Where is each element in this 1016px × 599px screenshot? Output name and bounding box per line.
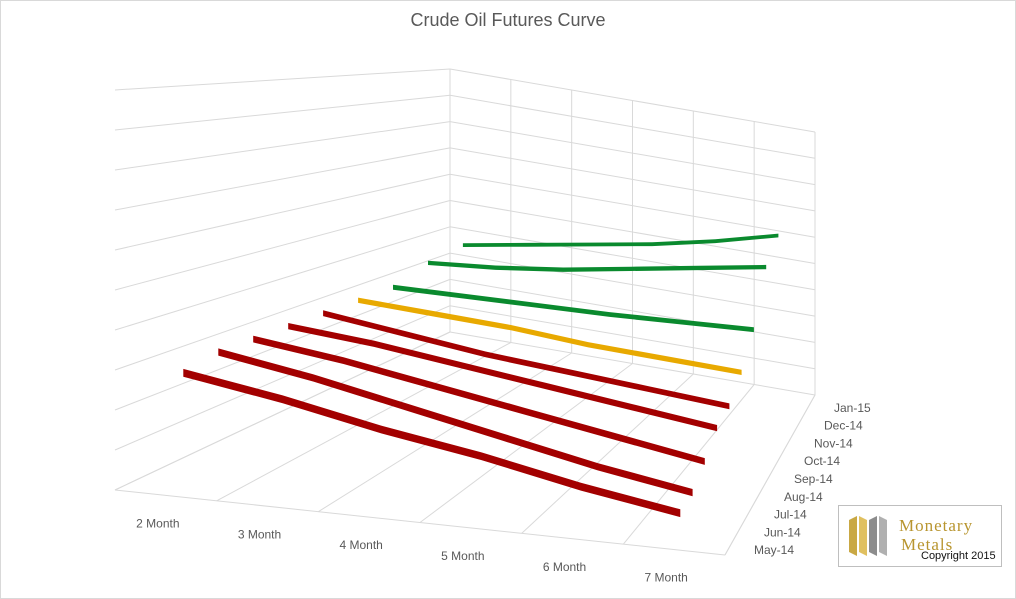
depth-tick-label: Nov-14	[814, 436, 853, 450]
chart-title: Crude Oil Futures Curve	[410, 10, 606, 30]
gridline	[114, 331, 451, 491]
x-tick-label: 7 Month	[644, 571, 687, 585]
chart-grid	[114, 68, 816, 556]
x-tick-label: 6 Month	[543, 560, 586, 574]
x-tick-label: 2 Month	[136, 516, 179, 530]
gridline	[114, 94, 451, 131]
monetary-metals-emblem-icon	[845, 512, 891, 560]
gridline	[724, 394, 816, 556]
depth-tick-label: Jul-14	[774, 508, 807, 522]
series-line-jan-15	[462, 233, 779, 247]
gridline	[114, 252, 451, 371]
depth-tick-label: Oct-14	[804, 454, 840, 468]
gridline	[622, 384, 755, 545]
gridline	[114, 489, 726, 556]
x-tick-label: 4 Month	[339, 538, 382, 552]
x-tick-label: 5 Month	[441, 549, 484, 563]
series-lines	[183, 233, 779, 518]
gridline	[114, 200, 451, 291]
logo-copyright: Copyright 2015	[921, 550, 996, 562]
gridline	[114, 173, 451, 251]
gridline	[114, 121, 451, 171]
series-line-nov-14	[393, 284, 754, 333]
depth-tick-label: Dec-14	[824, 419, 863, 433]
series-line-may-14	[183, 368, 681, 518]
series-line-dec-14	[428, 260, 767, 272]
monetary-metals-logo: Monetary Metals Copyright 2015	[838, 505, 1002, 567]
logo-text-metals: Metals	[901, 535, 954, 554]
gridline	[521, 373, 694, 534]
depth-axis-ticks: May-14 Jun-14 Jul-14 Aug-14 Sep-14 Oct-14 Nov-…	[754, 401, 871, 557]
gridline	[114, 226, 451, 331]
logo-text-monetary: Monetary	[899, 516, 974, 535]
series-line-aug-14	[288, 323, 718, 432]
depth-tick-label: Jun-14	[764, 525, 801, 539]
depth-tick-label: Aug-14	[784, 490, 823, 504]
depth-tick-label: Sep-14	[794, 472, 833, 486]
x-tick-label: 3 Month	[238, 527, 281, 541]
series-line-jun-14	[218, 348, 693, 497]
depth-tick-label: Jan-15	[834, 401, 871, 415]
series-line-oct-14	[358, 297, 742, 375]
depth-tick-label: May-14	[754, 543, 794, 557]
gridline	[114, 147, 451, 211]
series-line-sep-14	[323, 310, 730, 410]
gridline	[318, 352, 572, 513]
x-axis-ticks: 2 Month 3 Month 4 Month 5 Month 6 Month 7 Mon…	[136, 516, 688, 584]
series-line-jul-14	[253, 335, 705, 465]
gridline	[114, 68, 451, 91]
